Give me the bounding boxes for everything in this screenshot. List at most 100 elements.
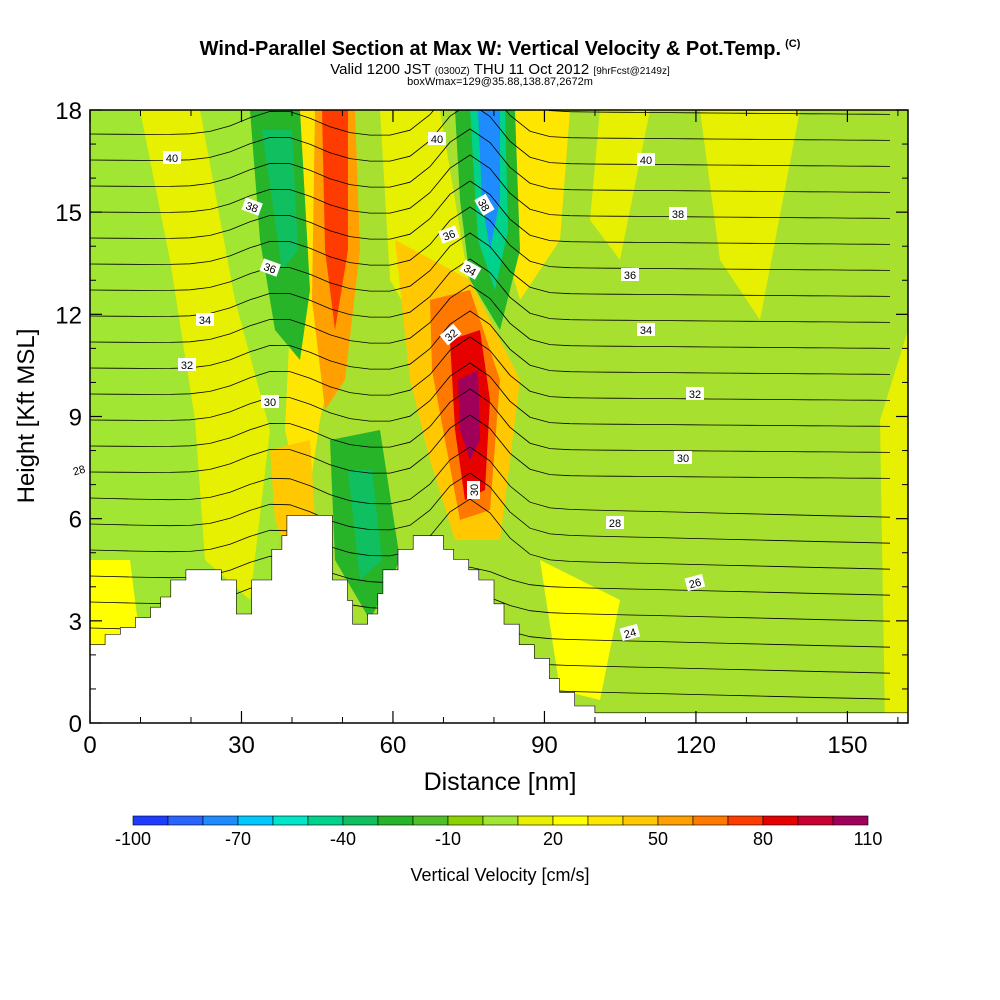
colorbar-swatch [412,815,449,826]
theta-contour-label: 28 [68,460,90,479]
colorbar-tick-label: 50 [648,829,668,849]
colorbar: -100 -70 -40 -10 20 50 80 110 [115,815,883,849]
svg-text:34: 34 [640,325,652,337]
theta-contour-line [90,128,891,193]
theta-contour-line [90,362,891,427]
y-tick-label: 6 [69,507,82,534]
svg-text:32: 32 [181,360,193,372]
theta-contour-label: 24 [619,623,641,642]
x-tick-label: 30 [228,732,255,759]
theta-contour-line [90,258,891,323]
y-axis: 0 36 9 12 15 18 [55,98,908,738]
x-tick-label: 60 [380,732,407,759]
svg-text:28: 28 [72,464,87,479]
theta-contour-label: 36 [438,225,460,244]
svg-text:40: 40 [640,155,652,167]
theta-contour-line [90,232,891,297]
theta-contour-line [90,284,891,349]
theta-contour-label: 32 [178,358,196,372]
colorbar-swatch [377,815,414,826]
svg-text:38: 38 [672,209,684,221]
svg-text:30: 30 [264,397,276,409]
theta-contour-line [90,498,891,570]
theta-contour-label: 38 [474,193,495,216]
colorbar-swatch [587,815,624,826]
colorbar-tick-label: 110 [854,829,883,849]
colorbar-swatch [517,815,554,826]
theta-contour-line [90,154,891,219]
colorbar-swatch [342,815,379,826]
svg-text:26: 26 [688,577,703,592]
field-updraft-1-core [322,110,348,330]
colorbar-swatch [657,815,694,826]
theta-contour-line [90,555,891,596]
theta-contour-label: 30 [261,395,279,409]
y-tick-label: 9 [69,405,82,432]
theta-contour-line [90,414,891,479]
theta-contour-line [90,110,891,167]
theta-contour-line [90,110,891,141]
theta-contour-label: 38 [669,207,687,221]
colorbar-swatch [797,815,834,826]
colorbar-swatch [832,815,869,826]
svg-text:38: 38 [475,197,492,214]
theta-contour-line [546,110,891,115]
colorbar-swatch [272,815,309,826]
colorbar-swatch [167,815,204,826]
y-axis-label: Height [Kft MSL] [13,329,40,504]
colorbar-swatch [132,815,169,826]
chart-subtitle: Valid 1200 JST (0300Z) THU 11 Oct 2012 [… [330,61,670,78]
y-tick-label: 0 [69,711,82,738]
colorbar-tick-label: -40 [330,829,356,849]
svg-text:40: 40 [431,134,443,146]
field-band-yellow-1 [140,110,270,600]
field-band-yellow-7 [880,330,908,723]
svg-text:36: 36 [624,270,636,282]
svg-text:24: 24 [623,627,638,642]
terrain-mask [89,515,909,724]
colorbar-tick-label: -70 [225,829,251,849]
field-downdraft-3-core [478,110,500,250]
svg-text:34: 34 [199,315,211,327]
theta-contour-label: 36 [259,258,281,277]
colorbar-swatch [622,815,659,826]
svg-text:32: 32 [689,389,701,401]
theta-contour-label: 34 [637,323,655,337]
x-tick-label: 0 [83,732,96,759]
colorbar-swatch [762,815,799,826]
x-axis: 0 30 60 90 120 150 [83,110,899,759]
y-tick-label: 15 [55,200,82,227]
field-region-east [560,110,908,723]
field-downdraft-2-core [348,470,382,580]
field-band-yellow-6 [700,110,800,320]
theta-contour-label: 26 [684,573,706,592]
colorbar-swatch [727,815,764,826]
theta-contour-line [90,446,891,518]
x-tick-label: 90 [531,732,558,759]
colorbar-label: Vertical Velocity [cm/s] [410,865,589,885]
colorbar-swatch [202,815,239,826]
svg-text:36: 36 [442,228,458,243]
theta-contour-label: 34 [459,259,482,280]
theta-contour-label: 36 [621,268,639,282]
colorbar-swatch [237,815,274,826]
theta-contour-line [90,25,890,88]
svg-text:40: 40 [166,153,178,165]
theta-contour-label: 40 [637,153,655,167]
theta-contour-label: 30 [467,481,481,499]
colorbar-tick-label: -10 [435,829,461,849]
colorbar-swatch [307,815,344,826]
theta-contour-label: 40 [163,151,181,165]
x-tick-label: 120 [676,732,716,759]
svg-text:36: 36 [262,261,278,276]
svg-text:30: 30 [677,453,689,465]
theta-contour-label: 38 [241,197,263,216]
colorbar-tick-label: -100 [115,829,151,849]
y-tick-label: 12 [55,302,82,329]
colorbar-swatch [692,815,729,826]
field-downdraft-1-core [262,130,298,270]
colorbar-swatch [482,815,519,826]
theta-contour-label: 34 [196,313,214,327]
y-tick-label: 18 [55,98,82,125]
